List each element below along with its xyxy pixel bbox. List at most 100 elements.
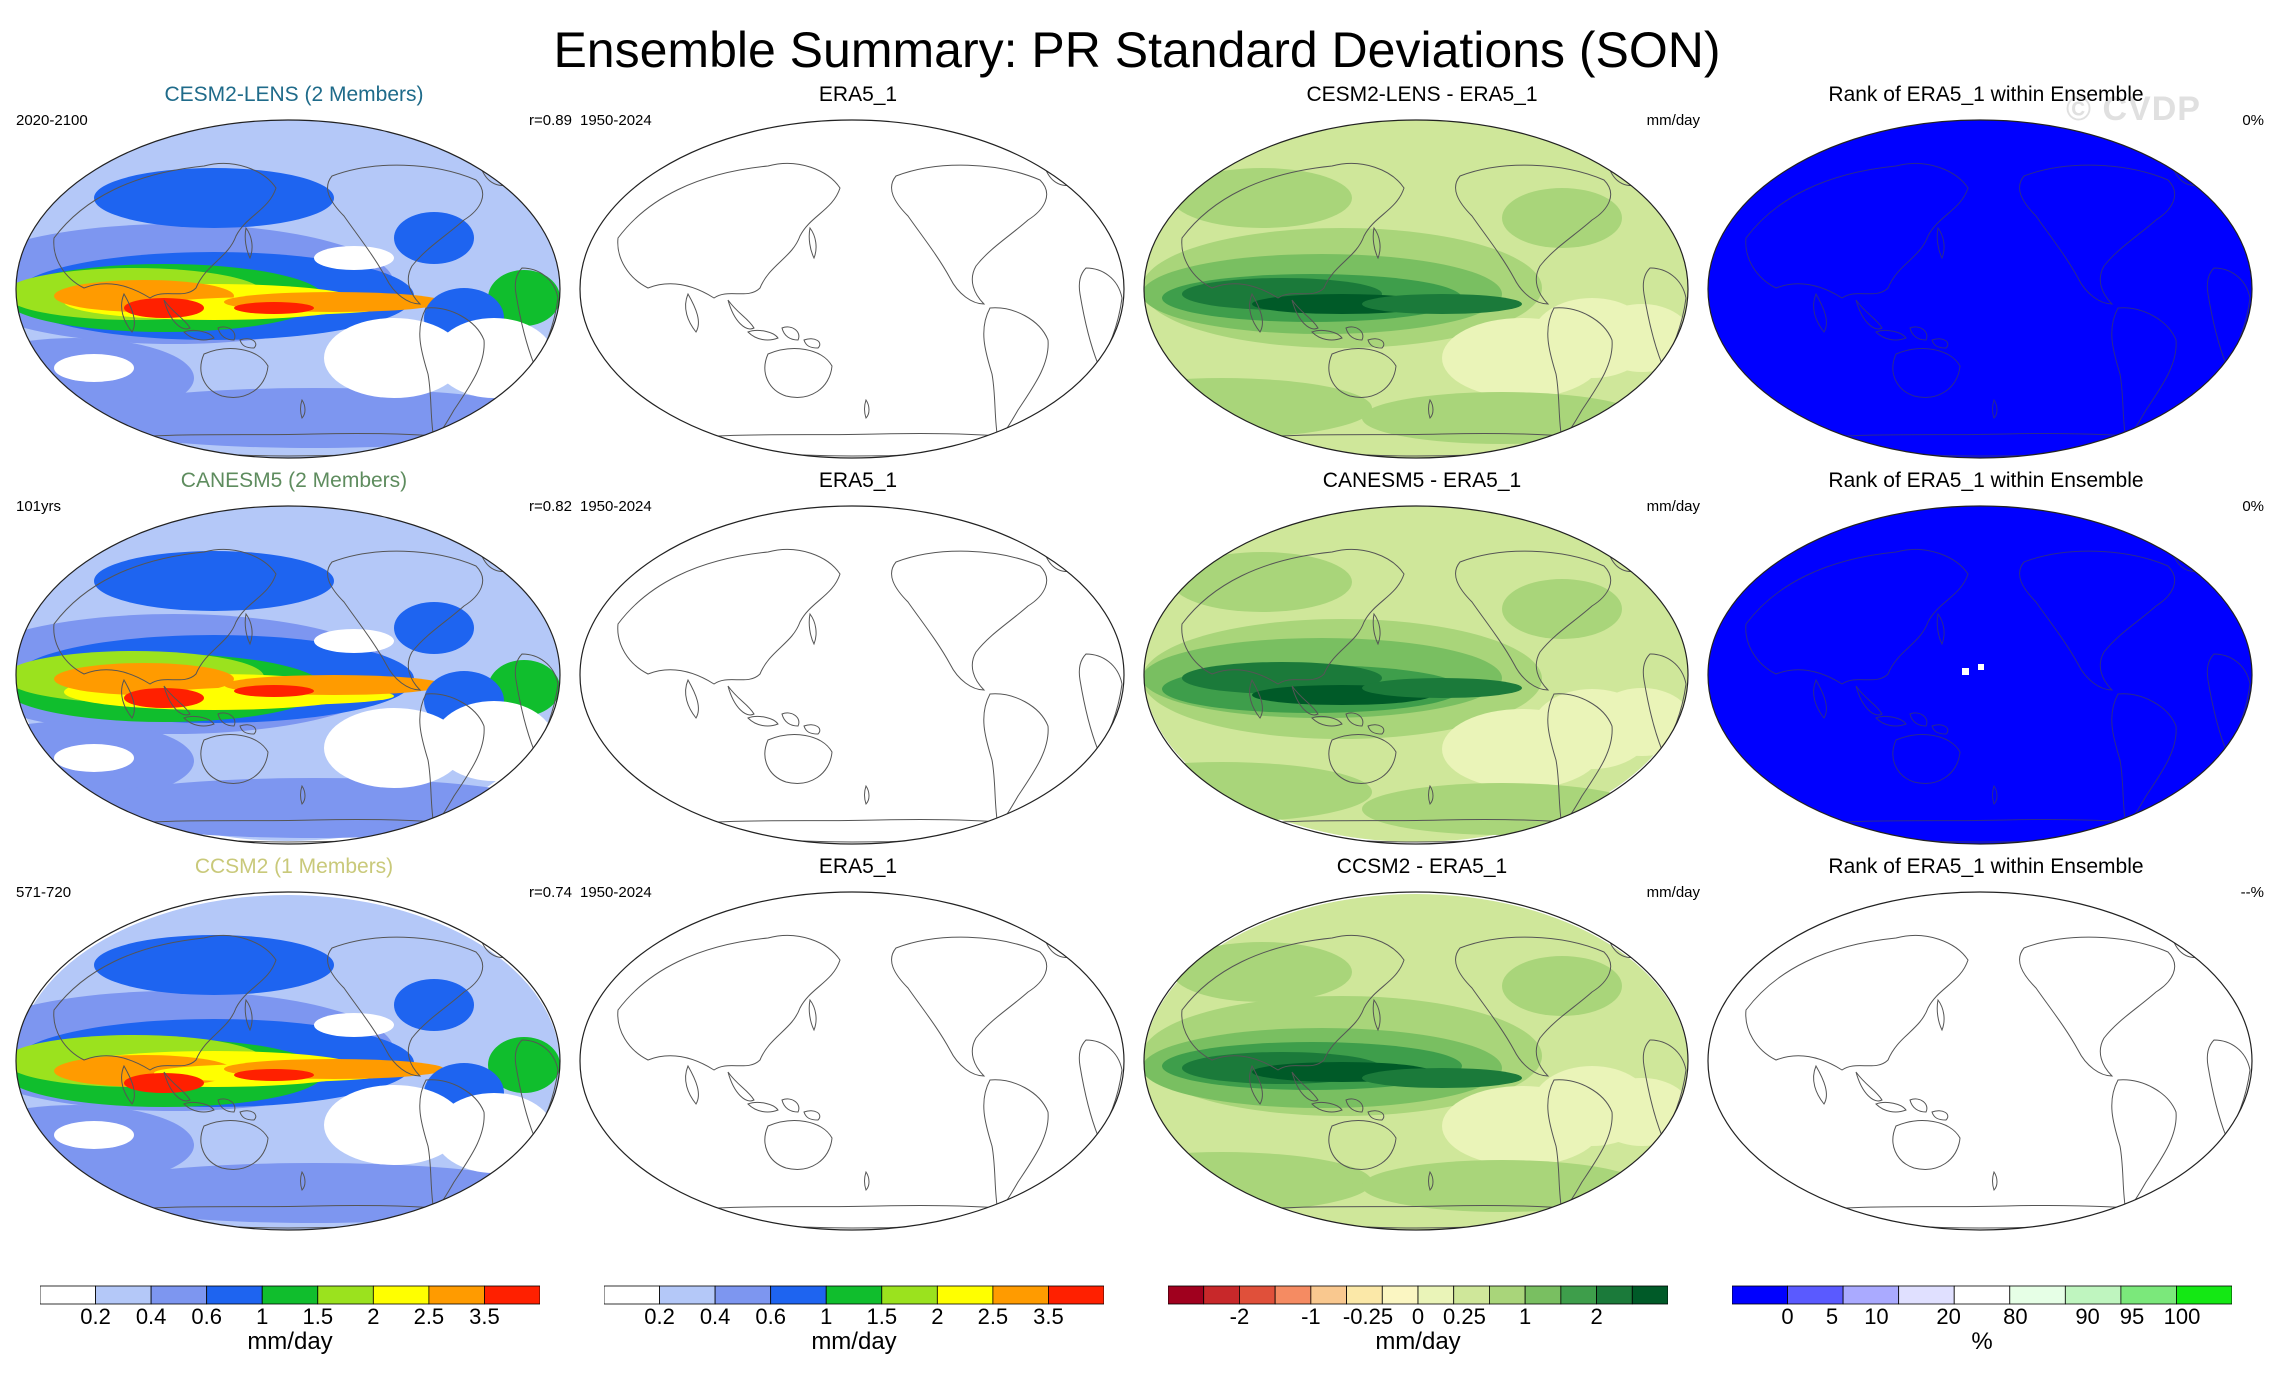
precip-contour-fill xyxy=(434,1093,554,1173)
colorbar-swatch xyxy=(1346,1285,1383,1305)
coastline-path xyxy=(183,715,215,727)
colorbar-tick-label: 10 xyxy=(1864,1304,1888,1329)
colorbar-swatch xyxy=(1168,1285,1205,1305)
coastline-path xyxy=(244,998,253,1032)
coastline-path xyxy=(163,299,191,330)
coastline-path xyxy=(1931,1110,1949,1121)
obs-left-label: 1950-2024 xyxy=(580,112,652,129)
colorbar-tick-label: 1.5 xyxy=(302,1304,333,1329)
colorbar-swatch xyxy=(484,1285,540,1305)
obs-title: ERA5_1 xyxy=(818,855,898,878)
precip-contour-fill xyxy=(314,1013,394,1037)
coastline-path xyxy=(327,936,484,1077)
coastline-path xyxy=(1328,348,1397,398)
precip-contour-fill xyxy=(394,979,474,1031)
colorbar-obs: 0.2 0.4 0.6 1 1.5 2 2.5 3.5 mm/day xyxy=(604,1284,1104,1394)
rank-fill xyxy=(1708,506,2252,844)
rank-right-label: 0% xyxy=(2242,498,2264,515)
obs-map xyxy=(579,505,1125,845)
coastline-path xyxy=(1875,715,1907,727)
colorbar-tick-label: 80 xyxy=(2003,1304,2027,1329)
panel-model-row2: CANESM5 (2 Members) 101yrs r=0.82 xyxy=(14,468,574,848)
colorbar-swatch xyxy=(1381,1285,1419,1305)
colorbar-tick-label: 1 xyxy=(820,1304,832,1329)
coastline-path xyxy=(764,348,833,398)
diff-contour-fill xyxy=(1362,678,1522,698)
coastline-path xyxy=(781,712,800,727)
coastline-path xyxy=(1875,329,1907,341)
model-shading xyxy=(16,120,560,458)
colorbar-tick-label: 2 xyxy=(367,1304,379,1329)
precip-contour-fill xyxy=(54,744,134,772)
panel-obs-row2: ERA5_1 1950-2024 xyxy=(578,468,1138,848)
diff-contour-fill xyxy=(1592,304,1688,372)
coastline-path xyxy=(2019,936,2176,1077)
coastline-path xyxy=(1345,326,1364,341)
map-boundary xyxy=(1707,505,2253,845)
obs-title: ERA5_1 xyxy=(818,83,898,106)
rank-right-label: --% xyxy=(2240,884,2264,901)
colorbar-tick-label: 0.4 xyxy=(136,1304,167,1329)
diff-contour-fill xyxy=(1442,318,1602,398)
coastline-path xyxy=(1892,734,1961,784)
coastline-path xyxy=(617,934,841,1071)
coastline-path xyxy=(1372,612,1381,646)
coastline-path xyxy=(1455,164,1612,305)
colorbar-swatch xyxy=(2064,1285,2122,1305)
colorbar-swatch xyxy=(1417,1285,1455,1305)
colorbar-tick-label: 2.5 xyxy=(414,1304,445,1329)
coastline-path xyxy=(121,1064,135,1105)
panel-diff-row3: CCSM2 - ERA5_1 mm/day xyxy=(1142,854,1702,1234)
coastline-path xyxy=(200,734,269,784)
colorbar-rank: 0 5 10 20 80 90 95 100 % xyxy=(1732,1284,2232,1394)
diff-right-label: mm/day xyxy=(1646,498,1700,515)
map-boundary xyxy=(15,891,561,1231)
colorbar-tick-label: 0 xyxy=(1412,1304,1424,1329)
panel-rank-row3: Rank of ERA5_1 within Ensemble --% xyxy=(1706,854,2266,1234)
colorbar-swatch xyxy=(150,1285,208,1305)
colorbar-model-unit: mm/day xyxy=(247,1328,333,1355)
model-title: CESM2-LENS (2 Members) xyxy=(164,83,424,106)
rank-shading xyxy=(1708,120,2252,458)
coastline-path xyxy=(1455,936,1612,1077)
colorbar-tick-label: 0.6 xyxy=(191,1304,222,1329)
coastline-path xyxy=(685,678,699,719)
model-left-label: 101yrs xyxy=(16,498,62,515)
rank-map xyxy=(1707,891,2253,1231)
diff-map xyxy=(1143,119,1689,459)
coastline-path xyxy=(747,715,779,727)
colorbar-swatch xyxy=(1239,1285,1276,1305)
colorbar-swatch xyxy=(1560,1285,1597,1305)
coastline-path xyxy=(803,1110,821,1121)
colorbar-tick-label: 0.6 xyxy=(755,1304,786,1329)
precip-contour-fill xyxy=(434,701,554,781)
precip-contour-fill xyxy=(488,270,560,326)
coastline-path xyxy=(864,398,870,419)
model-right-label: r=0.89 xyxy=(529,112,572,129)
coastline-path xyxy=(1745,934,1969,1071)
colorbar-diff-unit: mm/day xyxy=(1375,1328,1461,1355)
colorbar-swatch xyxy=(1732,1285,1788,1305)
coastline-path xyxy=(781,1098,800,1113)
obs-shading xyxy=(580,506,1124,844)
coastline-path xyxy=(1892,348,1961,398)
colorbar-tick-label: 100 xyxy=(2164,1304,2201,1329)
panel-model-row1: CESM2-LENS (2 Members) 2020-2100 r=0.89 xyxy=(14,82,574,462)
precip-contour-fill xyxy=(234,302,314,314)
colorbar-swatch xyxy=(1842,1285,1900,1305)
coastline-path xyxy=(300,398,306,419)
coastline-path xyxy=(53,934,277,1071)
rank-fill xyxy=(1708,892,2252,1230)
coastline-path xyxy=(1328,1120,1397,1170)
coastline-path xyxy=(727,1071,755,1102)
coastline-path xyxy=(183,1101,215,1113)
coastline-path xyxy=(891,936,1048,1077)
map-boundary xyxy=(15,505,561,845)
coastline-path xyxy=(327,550,484,691)
coastline-path xyxy=(1372,998,1381,1032)
precip-contour-fill xyxy=(234,1069,314,1081)
coastline-path xyxy=(327,164,484,305)
diff-title: CANESM5 - ERA5_1 xyxy=(1322,469,1522,492)
model-shading xyxy=(16,895,560,1230)
colorbar-swatch xyxy=(1524,1285,1562,1305)
